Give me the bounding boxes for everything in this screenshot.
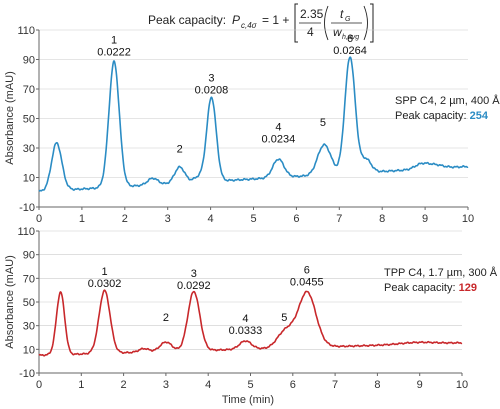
formula-symbol: P: [232, 13, 240, 27]
bottom-peak-3-number: 3: [191, 268, 197, 280]
bottom-y-tick-label: 30: [23, 321, 35, 333]
top-x-tick-label: 9: [422, 213, 428, 225]
bottom-peak-capacity: Peak capacity: 129: [384, 282, 477, 294]
bottom-peak-6-width: 0.0455: [290, 277, 324, 289]
top-series: [38, 56, 469, 192]
top-x-tick-label: 5: [250, 213, 256, 225]
formula-frac-denominator: 4: [307, 25, 314, 39]
top-peak-4-number: 4: [275, 121, 281, 133]
top-y-tick-label: -10: [19, 202, 35, 214]
bottom-y-tick-label: 70: [23, 273, 35, 285]
bottom-axes: -10 10 30 50 70 90 110 0 1 2 3 4 5 6 7 8 9 10: [17, 226, 468, 391]
formula-frac-numerator: 2.35: [300, 7, 324, 21]
top-x-tick-label: 4: [208, 213, 214, 225]
bottom-x-axis-title: Time (min): [222, 394, 274, 406]
bottom-peak-4-width: 0.0333: [229, 325, 263, 337]
formula-left-paren: [324, 5, 329, 41]
bottom-y-tick-label: 110: [17, 226, 35, 238]
top-x-tick-label: 1: [79, 213, 85, 225]
bottom-peak-4-number: 4: [242, 313, 248, 325]
bottom-grid: [39, 230, 462, 374]
bottom-x-tick-label: 2: [121, 379, 127, 391]
top-peak-6-number: 6: [347, 33, 353, 45]
formula-wh-subscript: h,avg: [342, 34, 359, 41]
formula-symbol-subscript: c,4σ: [241, 21, 258, 30]
top-y-tick-label: 10: [23, 173, 35, 185]
bottom-x-tick-label: 6: [290, 379, 296, 391]
bottom-x-tick-label: 5: [247, 379, 253, 391]
top-y-tick-label: 70: [23, 84, 35, 96]
top-chromatogram-trace: [38, 56, 469, 192]
formula-tg: t: [340, 7, 344, 21]
top-peak-5-number: 5: [320, 117, 326, 129]
top-peak-1-width: 0.0222: [97, 46, 131, 58]
top-x-tick-label: 10: [462, 213, 474, 225]
bottom-chromatogram-trace: [38, 289, 463, 357]
top-peak-capacity: Peak capacity: 254: [395, 110, 489, 122]
bottom-peak-3-width: 0.0292: [177, 280, 211, 292]
formula-rhs: = 1 +: [262, 13, 289, 27]
top-y-tick-label: 110: [17, 25, 35, 37]
top-peak-capacity-label: Peak capacity:: [395, 110, 470, 122]
bottom-y-tick-label: 50: [23, 297, 35, 309]
top-peak-4-width: 0.0234: [262, 133, 296, 145]
top-peak-3-number: 3: [208, 73, 214, 85]
top-x-tick-label: 3: [165, 213, 171, 225]
top-y-tick-label: 90: [23, 55, 35, 67]
formula-left-bracket: [294, 3, 298, 43]
bottom-column-info: TPP C4, 1.7 µm, 300 Å: [384, 266, 498, 279]
formula-label: Peak capacity:: [148, 13, 226, 27]
bottom-y-tick-label: 90: [23, 250, 35, 262]
top-x-tick-label: 7: [336, 213, 342, 225]
top-y-axis-title: Absorbance (mAU): [4, 71, 16, 165]
bottom-x-tick-label: 4: [205, 379, 211, 391]
bottom-peak-capacity-value: 129: [459, 282, 477, 294]
top-x-tick-label: 8: [379, 213, 385, 225]
top-y-tick-label: 30: [23, 143, 35, 155]
top-peak-annotations: 10.0222 2 30.0208 40.0234 5 60.0264: [97, 33, 367, 156]
bottom-y-tick-label: 10: [23, 344, 35, 356]
formula-right-paren: [363, 5, 368, 41]
bottom-x-tick-label: 7: [332, 379, 338, 391]
top-y-tick-label: 50: [23, 114, 35, 126]
bottom-peak-6-number: 6: [304, 265, 310, 277]
bottom-series: [38, 289, 463, 357]
formula-wh: w: [333, 25, 343, 39]
top-peak-capacity-value: 254: [470, 110, 489, 122]
top-peak-2-number: 2: [177, 143, 183, 155]
top-peak-1-number: 1: [111, 34, 117, 46]
bottom-x-tick-label: 10: [456, 379, 468, 391]
bottom-x-tick-label: 0: [36, 379, 42, 391]
bottom-x-tick-label: 1: [78, 379, 84, 391]
top-column-info: SPP C4, 2 µm, 400 Å: [395, 94, 500, 107]
formula-right-bracket: [370, 3, 374, 43]
bottom-x-tick-label: 3: [163, 379, 169, 391]
formula-header: Peak capacity: P c,4σ = 1 + 2.35 4 t G w…: [148, 3, 374, 43]
top-peak-3-width: 0.0208: [195, 85, 229, 97]
top-x-tick-label: 0: [36, 213, 42, 225]
top-peak-6-width: 0.0264: [333, 45, 367, 57]
bottom-y-tick-label: -10: [19, 368, 35, 380]
bottom-peak-5-number: 5: [281, 312, 287, 324]
top-x-tick-label: 2: [122, 213, 128, 225]
bottom-peak-capacity-label: Peak capacity:: [384, 282, 459, 294]
bottom-y-axis-title: Absorbance (mAU): [4, 255, 16, 349]
top-x-tick-label: 6: [293, 213, 299, 225]
top-axes: -10 10 30 50 70 90 110 0 1 2 3 4 5 6 7 8 9 10: [17, 25, 474, 225]
bottom-peak-2-number: 2: [163, 312, 169, 324]
bottom-x-tick-label: 9: [417, 379, 423, 391]
bottom-peak-1-number: 1: [102, 266, 108, 278]
bottom-peak-1-width: 0.0302: [88, 278, 122, 290]
bottom-peak-annotations: 10.0302 2 30.0292 40.0333 5 60.0455: [88, 265, 324, 338]
formula-tg-subscript: G: [345, 16, 351, 23]
bottom-x-tick-label: 8: [374, 379, 380, 391]
